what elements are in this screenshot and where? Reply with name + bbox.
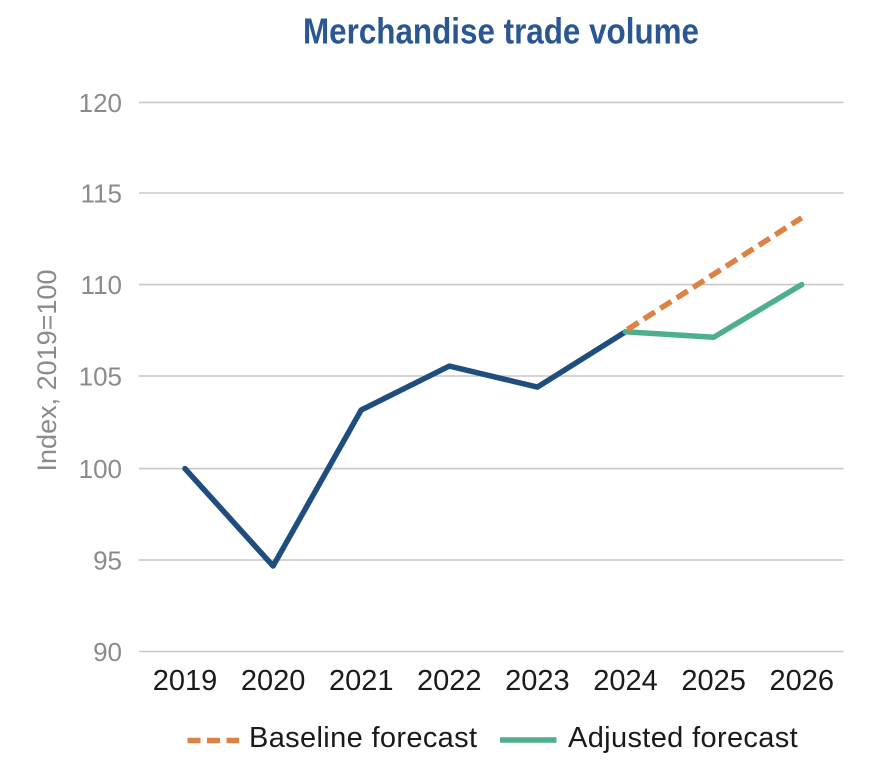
svg-text:100: 100 — [79, 454, 122, 484]
svg-text:2024: 2024 — [593, 665, 658, 697]
svg-text:Baseline forecast: Baseline forecast — [249, 722, 477, 754]
svg-text:2025: 2025 — [681, 665, 746, 697]
svg-text:2023: 2023 — [505, 665, 570, 697]
svg-text:2026: 2026 — [769, 665, 834, 697]
svg-text:105: 105 — [79, 361, 122, 391]
svg-text:2020: 2020 — [241, 665, 306, 697]
svg-text:Merchandise trade volume: Merchandise trade volume — [303, 11, 699, 52]
svg-text:110: 110 — [81, 270, 122, 300]
svg-text:2021: 2021 — [329, 665, 394, 697]
svg-text:2022: 2022 — [417, 665, 482, 697]
svg-text:Index, 2019=100: Index, 2019=100 — [32, 270, 62, 472]
svg-text:90: 90 — [93, 637, 122, 667]
svg-text:115: 115 — [81, 178, 122, 208]
svg-text:120: 120 — [79, 88, 122, 118]
svg-text:2019: 2019 — [153, 665, 218, 697]
svg-text:95: 95 — [93, 545, 122, 575]
svg-text:Adjusted forecast: Adjusted forecast — [568, 722, 798, 754]
